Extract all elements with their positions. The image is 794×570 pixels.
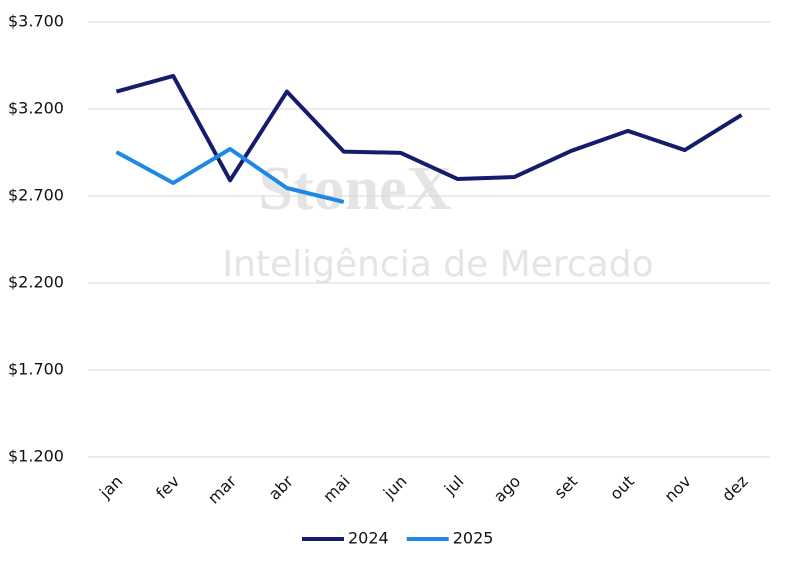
x-tick-label: set <box>550 472 581 503</box>
legend-label: 2025 <box>453 529 494 548</box>
line-series <box>115 73 743 183</box>
x-tick-label: nov <box>661 472 695 506</box>
y-tick-label: $2.200 <box>8 273 64 292</box>
x-tick-label: out <box>606 472 638 504</box>
x-tick-label: jul <box>440 472 468 500</box>
legend-label: 2024 <box>348 529 389 548</box>
y-tick-label: $3.200 <box>8 99 64 118</box>
y-tick-label: $3.700 <box>8 12 64 31</box>
x-tick-label: abr <box>265 471 297 503</box>
x-tick-label: mai <box>319 472 354 507</box>
x-tick-label: mar <box>204 471 240 507</box>
x-tick-label: ago <box>490 472 524 506</box>
line-series <box>115 147 345 204</box>
y-tick-label: $2.700 <box>8 186 64 205</box>
x-tick-label: dez <box>718 472 752 506</box>
x-tick-label: jun <box>379 472 411 504</box>
y-tick-label: $1.700 <box>8 360 64 379</box>
y-tick-label: $1.200 <box>8 447 64 466</box>
watermark: Inteligência de Mercado <box>222 244 653 285</box>
x-tick-label: jan <box>95 472 126 503</box>
x-tick-label: fev <box>152 472 183 503</box>
